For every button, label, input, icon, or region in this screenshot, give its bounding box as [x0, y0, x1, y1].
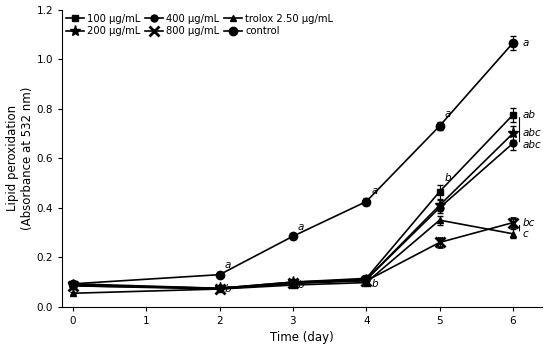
Text: b: b [225, 285, 231, 294]
Legend: 100 μg/mL, 200 μg/mL, 400 μg/mL, 800 μg/mL, trolox 2.50 μg/mL, control: 100 μg/mL, 200 μg/mL, 400 μg/mL, 800 μg/… [64, 12, 335, 38]
Text: ab: ab [523, 110, 535, 120]
Text: c: c [523, 229, 528, 239]
Text: abc: abc [523, 128, 541, 139]
Text: b: b [298, 280, 305, 290]
Y-axis label: Lipid peroxidation
(Absorbance at 532 nm): Lipid peroxidation (Absorbance at 532 nm… [5, 86, 33, 230]
Text: a: a [445, 109, 451, 119]
Text: a: a [371, 186, 378, 196]
Text: a: a [298, 222, 305, 232]
Text: bc: bc [523, 218, 535, 228]
Text: a: a [523, 38, 529, 48]
Text: b: b [371, 279, 378, 289]
Text: a: a [225, 260, 231, 270]
Text: b: b [445, 174, 451, 183]
Text: abc: abc [523, 140, 541, 149]
X-axis label: Time (day): Time (day) [270, 331, 334, 344]
